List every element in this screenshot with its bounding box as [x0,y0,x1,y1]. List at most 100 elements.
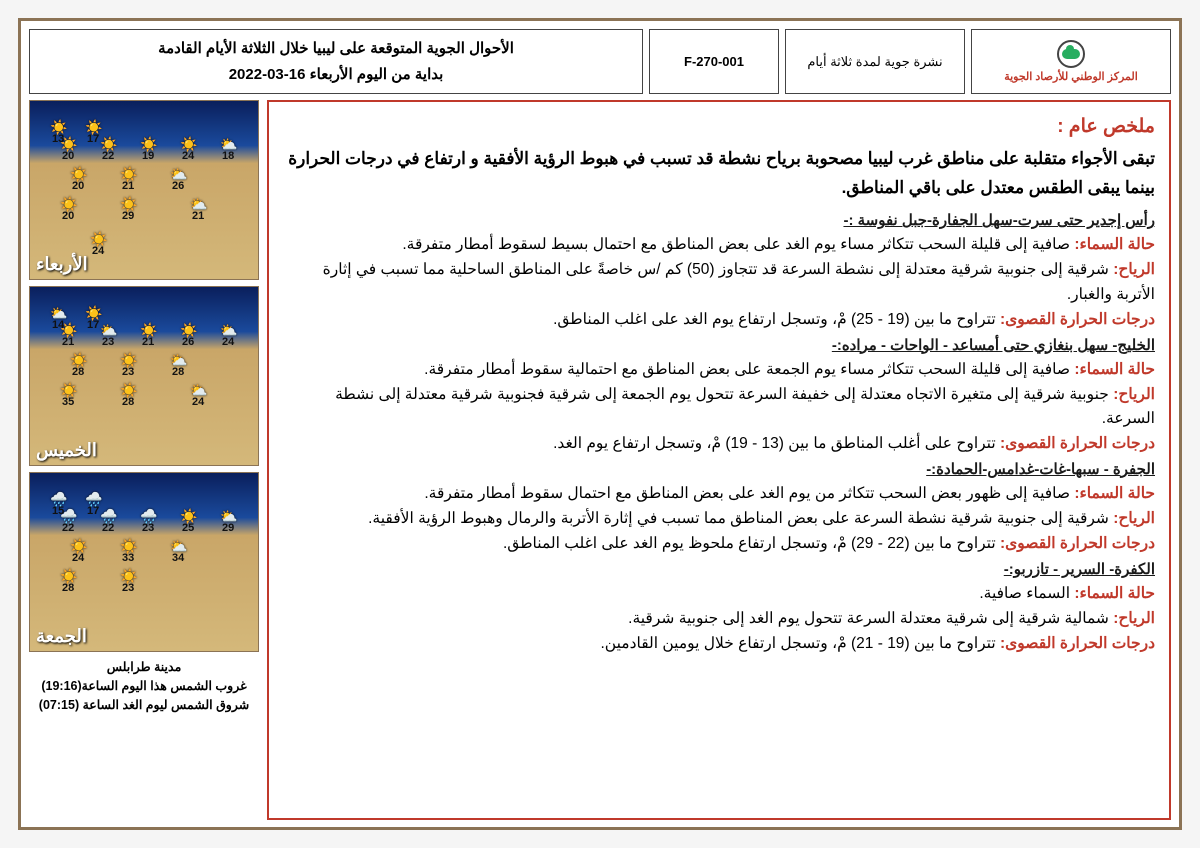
region-block: رأس إجدير حتى سرت-سهل الجفارة-جبل نفوسة … [283,209,1155,331]
region-block: الجفرة - سبها-غات-غدامس-الحمادة:-حالة ال… [283,458,1155,556]
temp-value: 24 [92,245,104,257]
temp-value: 28 [122,396,134,408]
temp-value: 25 [182,522,194,534]
wind-line: الرياح: شرقية إلى جنوبية شرقية نشطة السر… [283,507,1155,531]
temp-value: 22 [62,522,74,534]
summary-text: تبقى الأجواء متقلبة على مناطق غرب ليبيا … [283,145,1155,203]
sun-city: مدينة طرابلس [29,658,259,677]
wind-line: الرياح: شمالية شرقية إلى شرقية معتدلة ال… [283,607,1155,631]
wind-label: الرياح: [1113,610,1155,627]
region-name: رأس إجدير حتى سرت-سهل الجفارة-جبل نفوسة … [283,209,1155,232]
temp-text: تتراوح ما بين (19 - 25) مْ، وتسجل ارتفاع… [553,311,1000,328]
region-name: الخليج- سهل بنغازي حتى أمساعد - الواحات … [283,334,1155,357]
temp-value: 17 [87,505,99,517]
temp-value: 21 [192,210,204,222]
temp-value: 35 [62,396,74,408]
temp-line: درجات الحرارة القصوى: تتراوح ما بين (19 … [283,632,1155,656]
wind-text: شرقية إلى جنوبية شرقية نشطة السرعة على ب… [368,510,1113,527]
temp-value: 18 [222,150,234,162]
temp-value: 21 [142,336,154,348]
wind-text: جنوبية شرقية إلى متغيرة الاتجاه معتدلة إ… [335,386,1155,427]
sky-label: حالة السماء: [1074,236,1155,253]
title-line2: بداية من اليوم الأربعاء 16-03-2022 [229,62,444,88]
logo-icon [1057,40,1085,68]
header-row: المركز الوطني للأرصاد الجوية نشرة جوية ل… [29,29,1171,94]
temp-value: 28 [62,582,74,594]
temp-value: 23 [122,582,134,594]
org-name: المركز الوطني للأرصاد الجوية [1004,70,1138,83]
temp-value: 24 [222,336,234,348]
temp-line: درجات الحرارة القصوى: تتراوح ما بين (22 … [283,532,1155,556]
title-line1: الأحوال الجوية المتوقعة على ليبيا خلال ا… [158,36,514,62]
temp-value: 21 [122,180,134,192]
temp-value: 22 [102,150,114,162]
region-block: الخليج- سهل بنغازي حتى أمساعد - الواحات … [283,334,1155,456]
temp-value: 29 [122,210,134,222]
sky-label: حالة السماء: [1074,485,1155,502]
sky-line: حالة السماء: صافية إلى قليلة السحب تتكاث… [283,233,1155,257]
temp-value: 22 [102,522,114,534]
region-block: الكفرة- السرير - تازربو:- حالة السماء: ال… [283,558,1155,656]
temp-value: 21 [62,336,74,348]
forecast-content: ملخص عام : تبقى الأجواء متقلبة على مناطق… [267,100,1171,820]
wind-label: الرياح: [1113,510,1155,527]
region-name: الكفرة- السرير - تازربو:- [283,558,1155,581]
day-label: الجمعة [36,626,87,647]
temp-value: 20 [62,210,74,222]
temp-value: 34 [172,552,184,564]
sunset: غروب الشمس هذا اليوم الساعة(19:16) [29,677,259,696]
map-card: الخميس⛅14☀️17☀️21⛅23☀️21☀️26⛅24☀️28☀️23⛅… [29,286,259,466]
summary-heading: ملخص عام : [283,112,1155,141]
wind-label: الرياح: [1113,261,1155,278]
temp-line: درجات الحرارة القصوى: تتراوح على أغلب ال… [283,432,1155,456]
temp-value: 23 [102,336,114,348]
bulletin-type: نشرة جوية لمدة ثلاثة أيام [785,29,965,94]
wind-line: الرياح: جنوبية شرقية إلى متغيرة الاتجاه … [283,383,1155,431]
org-cell: المركز الوطني للأرصاد الجوية [971,29,1171,94]
sky-text: السماء صافية. [979,585,1074,602]
region-name: الجفرة - سبها-غات-غدامس-الحمادة:- [283,458,1155,481]
temp-value: 19 [142,150,154,162]
sky-line: حالة السماء: صافية إلى قليلة السحب تتكاث… [283,358,1155,382]
maps-container: الأربعاء☀️13☀️17☀️20☀️22☀️19☀️24⛅18☀️20☀… [29,100,259,652]
temp-value: 33 [122,552,134,564]
temp-label: درجات الحرارة القصوى: [1000,435,1155,452]
sun-info: مدينة طرابلس غروب الشمس هذا اليوم الساعة… [29,658,259,714]
temp-value: 17 [87,319,99,331]
temp-value: 20 [62,150,74,162]
temp-value: 17 [87,133,99,145]
day-label: الأربعاء [36,254,88,275]
temp-label: درجات الحرارة القصوى: [1000,635,1155,652]
temp-value: 28 [72,366,84,378]
sky-text: صافية إلى ظهور بعض السحب تتكاثر من يوم ا… [424,485,1074,502]
wind-text: شمالية شرقية إلى شرقية معتدلة السرعة تتح… [628,610,1113,627]
temp-value: 23 [122,366,134,378]
wind-label: الرياح: [1113,386,1155,403]
sky-text: صافية إلى قليلة السحب تتكاثر مساء يوم ال… [424,361,1074,378]
temp-line: درجات الحرارة القصوى: تتراوح ما بين (19 … [283,308,1155,332]
regions-container: رأس إجدير حتى سرت-سهل الجفارة-جبل نفوسة … [283,209,1155,656]
temp-value: 23 [142,522,154,534]
sidebar: الأربعاء☀️13☀️17☀️20☀️22☀️19☀️24⛅18☀️20☀… [29,100,259,820]
map-card: الأربعاء☀️13☀️17☀️20☀️22☀️19☀️24⛅18☀️20☀… [29,100,259,280]
temp-value: 29 [222,522,234,534]
wind-text: شرقية إلى جنوبية شرقية معتدلة إلى نشطة ا… [323,261,1155,302]
doc-code: F-270-001 [649,29,779,94]
main-layout: ملخص عام : تبقى الأجواء متقلبة على مناطق… [29,100,1171,820]
sky-label: حالة السماء: [1074,585,1155,602]
day-label: الخميس [36,440,97,461]
sky-label: حالة السماء: [1074,361,1155,378]
temp-value: 24 [72,552,84,564]
doc-title: الأحوال الجوية المتوقعة على ليبيا خلال ا… [29,29,643,94]
sky-line: حالة السماء: صافية إلى ظهور بعض السحب تت… [283,482,1155,506]
temp-value: 24 [192,396,204,408]
temp-text: تتراوح على أغلب المناطق ما بين (13 - 19)… [553,435,1000,452]
temp-label: درجات الحرارة القصوى: [1000,535,1155,552]
sunrise: شروق الشمس ليوم الغد الساعة (07:15) [29,696,259,715]
temp-text: تتراوح ما بين (19 - 21) مْ، وتسجل ارتفاع… [600,635,1000,652]
temp-text: تتراوح ما بين (22 - 29) مْ، وتسجل ارتفاع… [503,535,1000,552]
temp-value: 26 [182,336,194,348]
document-frame: المركز الوطني للأرصاد الجوية نشرة جوية ل… [18,18,1182,830]
temp-value: 26 [172,180,184,192]
wind-line: الرياح: شرقية إلى جنوبية شرقية معتدلة إل… [283,258,1155,306]
